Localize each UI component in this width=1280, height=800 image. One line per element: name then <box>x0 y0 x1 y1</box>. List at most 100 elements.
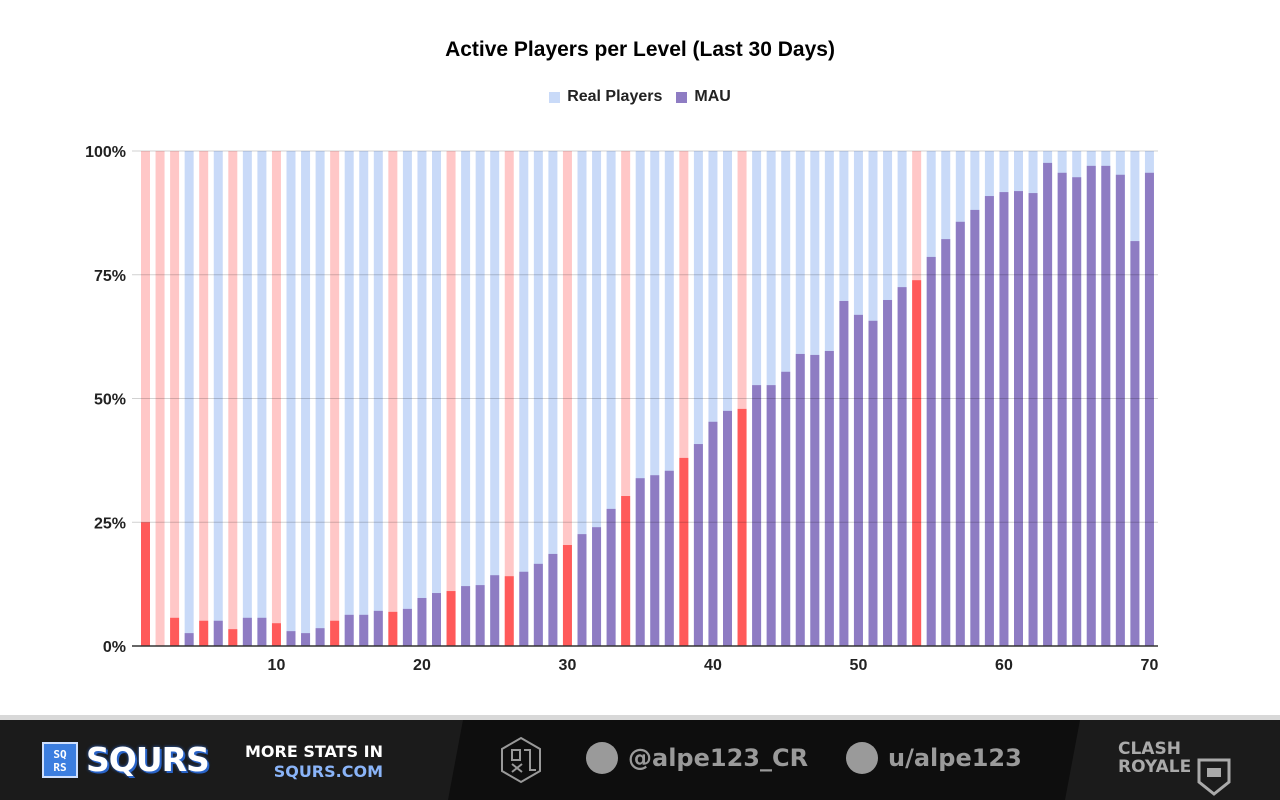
bar-real-players <box>286 151 296 646</box>
twitter-handle[interactable]: @alpe123_CR <box>586 742 808 774</box>
bar-real-players <box>359 151 369 646</box>
bar-real-players <box>504 151 514 646</box>
bar-mau <box>461 586 471 646</box>
x-tick-label: 50 <box>850 657 868 674</box>
site-link[interactable]: SQURS.COM <box>273 762 383 781</box>
bar-mau <box>650 475 660 646</box>
bar-mau <box>795 353 805 646</box>
bar-real-players <box>373 151 383 646</box>
bar-mau <box>533 563 543 646</box>
bar-mau <box>475 585 485 646</box>
legend-label: MAU <box>694 88 731 105</box>
x-tick-label: 10 <box>268 657 286 674</box>
bar-real-players <box>606 151 616 646</box>
bar-real-players <box>228 151 238 646</box>
bar-mau <box>417 597 427 646</box>
bar-real-players <box>635 151 645 646</box>
bar-mau <box>592 527 602 646</box>
bar-mau <box>490 575 500 646</box>
bar-real-players <box>548 151 558 646</box>
bar-real-players <box>737 151 747 646</box>
y-tick-label: 0% <box>103 639 126 656</box>
legend-swatch <box>676 91 688 103</box>
bar-mau <box>708 421 718 646</box>
bar-real-players <box>417 151 427 646</box>
bar-mau <box>1086 165 1096 646</box>
bar-mau <box>781 371 791 646</box>
chart-title: Active Players per Level (Last 30 Days) <box>445 38 835 61</box>
bar-mau <box>228 629 238 646</box>
bar-mau <box>1043 162 1053 646</box>
footer: SQ RS SQURS MORE STATS IN SQURS.COM @alpe… <box>0 720 1280 800</box>
bar-chart: 0% 25% 50% 75% 100% 10 20 30 40 50 60 70 <box>85 144 1158 674</box>
twitter-text: @alpe123_CR <box>628 744 809 772</box>
bar-mau <box>1014 191 1023 646</box>
bar-real-players <box>242 151 252 646</box>
brand-name: SQURS <box>86 740 210 779</box>
bar-real-players <box>141 151 150 646</box>
bar-real-players <box>301 151 311 646</box>
bar-mau <box>984 196 994 647</box>
bar-real-players <box>577 151 587 646</box>
bar-mau <box>1115 174 1125 646</box>
y-tick-label: 75% <box>94 268 126 285</box>
y-tick-label: 100% <box>85 144 126 161</box>
bar-real-players <box>533 151 543 646</box>
divider <box>0 715 1280 720</box>
bar-mau <box>999 192 1009 646</box>
bar-mau <box>621 496 631 646</box>
legend-label: Real Players <box>567 88 663 105</box>
more-stats: MORE STATS IN SQURS.COM <box>200 742 383 782</box>
bar-real-players <box>650 151 660 646</box>
bar-real-players <box>708 151 718 646</box>
bar-mau <box>1072 177 1082 647</box>
bar-real-players <box>693 151 703 646</box>
bar-real-players <box>388 151 398 646</box>
bar-mau <box>1101 165 1111 646</box>
bar-real-players <box>490 151 500 646</box>
bar-real-players <box>562 151 572 646</box>
legend-swatch <box>549 91 561 103</box>
bar-real-players <box>664 151 674 646</box>
bar-mau <box>141 522 150 646</box>
bar-mau <box>184 633 194 646</box>
bar-mau <box>301 633 311 646</box>
bar-mau <box>1144 172 1154 646</box>
bar-real-players <box>621 151 631 646</box>
bar-real-players <box>170 151 180 646</box>
bar-mau <box>912 280 922 646</box>
x-tick-label: 30 <box>559 657 577 674</box>
bar-mau <box>213 620 223 646</box>
legend-real-players: Real Players <box>549 88 662 106</box>
x-tick-label: 20 <box>413 657 431 674</box>
bar-mau <box>853 314 863 646</box>
bar-mau <box>1130 241 1140 646</box>
crown-shield-icon <box>1197 758 1231 796</box>
bar-mau <box>446 591 456 646</box>
bar-mau <box>519 571 529 646</box>
bar-real-players <box>446 151 456 646</box>
bar-mau <box>664 470 674 646</box>
bar-mau <box>926 256 936 646</box>
bar-real-players <box>723 151 732 646</box>
bar-mau <box>170 617 180 646</box>
bar-mau <box>199 620 209 646</box>
bar-real-players <box>432 151 441 646</box>
x-tick-label: 40 <box>704 657 722 674</box>
bar-real-players <box>315 151 325 646</box>
bar-mau <box>1057 172 1067 646</box>
bar-real-players <box>330 151 340 646</box>
bar-mau <box>810 354 820 646</box>
author-logo-icon <box>501 736 541 784</box>
footer-middle-panel <box>448 720 1080 800</box>
bar-real-players <box>271 151 281 646</box>
bar-real-players <box>519 151 529 646</box>
reddit-icon <box>846 742 878 774</box>
bar-mau <box>752 385 762 646</box>
bar-mau <box>359 614 369 646</box>
bar-mau <box>504 576 514 646</box>
clash-royale-logo: CLASH ROYALE <box>1118 739 1192 777</box>
bar-mau <box>271 623 281 646</box>
reddit-handle[interactable]: u/alpe123 <box>846 742 1022 774</box>
bar-real-players <box>679 151 689 646</box>
